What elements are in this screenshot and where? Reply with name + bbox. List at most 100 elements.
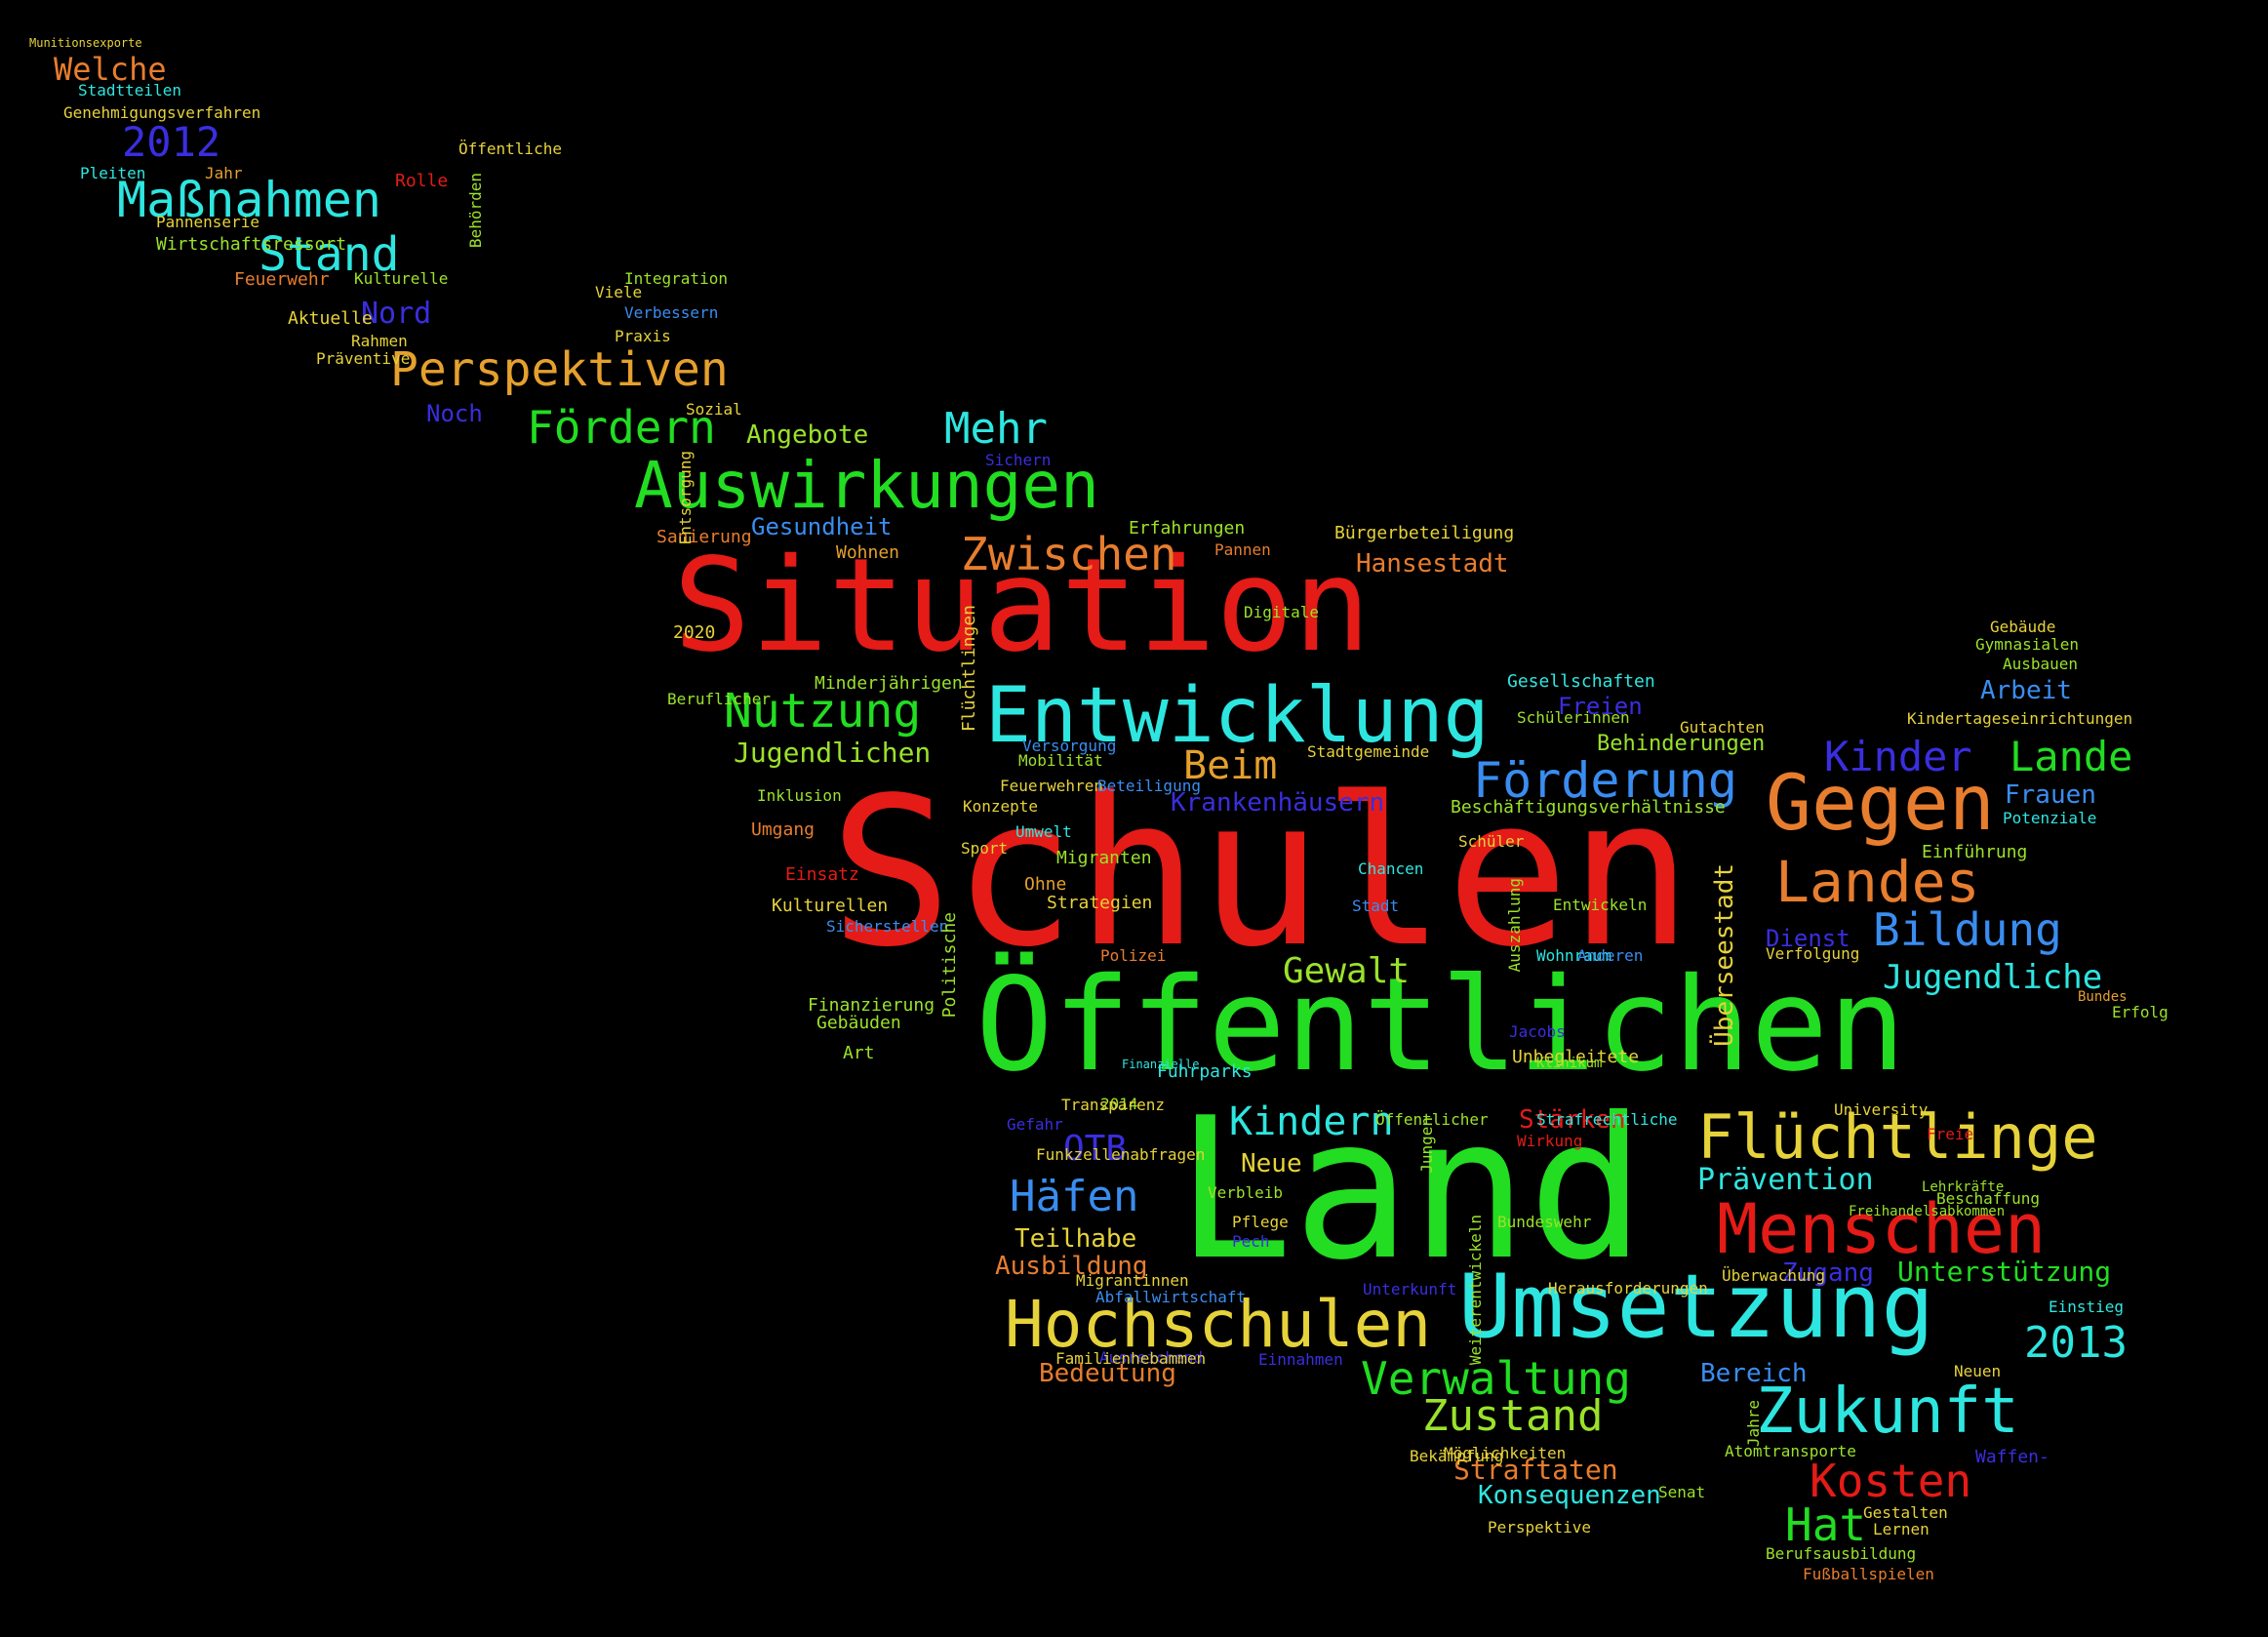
word-gestalten: Gestalten bbox=[1863, 1503, 1948, 1522]
word-einnahmen: Einnahmen bbox=[1258, 1350, 1343, 1369]
word-wohnen: Wohnen bbox=[836, 542, 900, 563]
word-beschaffung: Beschaffung bbox=[1936, 1189, 2040, 1208]
word-unterstützung: Unterstützung bbox=[1897, 1256, 2112, 1288]
word-umwelt: Umwelt bbox=[1015, 822, 1072, 841]
word-teilhabe: Teilhabe bbox=[1015, 1224, 1137, 1254]
word-bildung: Bildung bbox=[1873, 903, 2062, 956]
word-unbegleitete: Unbegleitete bbox=[1512, 1047, 1640, 1067]
word-gutachten: Gutachten bbox=[1680, 718, 1765, 737]
word-stadtgemeinde: Stadtgemeinde bbox=[1307, 742, 1430, 761]
word-beteiligung: Beteiligung bbox=[1097, 777, 1201, 795]
word-auswirkungen: Auswirkungen bbox=[634, 448, 1099, 523]
word-lernen: Lernen bbox=[1873, 1520, 1930, 1538]
word-klinikum: Klinikum bbox=[1536, 1056, 1603, 1071]
word-überseestadt: Überseestadt bbox=[1710, 863, 1739, 1047]
word-sicherstellen: Sicherstellen bbox=[826, 917, 949, 936]
word-pleiten: Pleiten bbox=[80, 164, 146, 182]
word-sanierung: Sanierung bbox=[657, 527, 752, 547]
word-stand: Stand bbox=[259, 227, 400, 282]
word-welche: Welche bbox=[54, 51, 167, 88]
word-kindertageseinrichtungen: Kindertageseinrichtungen bbox=[1907, 709, 2133, 728]
word-ausbauen: Ausbauen bbox=[2003, 655, 2079, 673]
word-entwickeln: Entwickeln bbox=[1553, 896, 1648, 914]
word-migrantinnen: Migrantinnen bbox=[1076, 1271, 1189, 1290]
word-atomtransporte: Atomtransporte bbox=[1725, 1442, 1856, 1460]
word-behinderungen: Behinderungen bbox=[1597, 732, 1766, 756]
word-transparenz: Transparenz bbox=[1061, 1096, 1165, 1114]
word-ohne: Ohne bbox=[1024, 874, 1067, 895]
word-2020: 2020 bbox=[673, 622, 716, 643]
word-maßnahmen: Maßnahmen bbox=[117, 172, 381, 228]
word-freien: Freien bbox=[1558, 693, 1643, 720]
word-fördern: Fördern bbox=[527, 401, 716, 454]
word-schülerinnen: Schülerinnen bbox=[1517, 708, 1630, 727]
word-2014: 2014 bbox=[1100, 1095, 1138, 1113]
word-straftaten: Straftaten bbox=[1453, 1454, 1618, 1486]
word-rahmen: Rahmen bbox=[351, 332, 408, 350]
word-minderjährigen: Minderjährigen bbox=[815, 673, 963, 694]
word-umgang: Umgang bbox=[751, 819, 816, 840]
word-digitale: Digitale bbox=[1244, 603, 1320, 621]
word-herausforderungen: Herausforderungen bbox=[1548, 1279, 1708, 1298]
word-perspektiven: Perspektiven bbox=[390, 342, 729, 397]
word-menschen: Menschen bbox=[1717, 1189, 2047, 1269]
word-gesundheit: Gesundheit bbox=[751, 513, 893, 540]
word-hansestadt: Hansestadt bbox=[1356, 549, 1509, 579]
word-mehr: Mehr bbox=[944, 404, 1048, 454]
word-gymnasialen: Gymnasialen bbox=[1975, 635, 2079, 654]
word-konsequenzen: Konsequenzen bbox=[1478, 1481, 1661, 1510]
word-finanzierung: Finanzierung bbox=[808, 995, 935, 1016]
word-versorgung: Versorgung bbox=[1022, 737, 1117, 755]
word-kosten: Kosten bbox=[1810, 1455, 1972, 1507]
word-umsetzung: Umsetzung bbox=[1458, 1256, 1934, 1358]
word-angebote: Angebote bbox=[746, 420, 869, 450]
word-beschäftigungsverhältnisse: Beschäftigungsverhältnisse bbox=[1451, 797, 1726, 818]
word-waffen: Waffen- bbox=[1975, 1447, 2049, 1467]
word-aktuelle: Aktuelle bbox=[288, 308, 373, 329]
word-potenziale: Potenziale bbox=[2003, 809, 2097, 827]
word-stadt: Stadt bbox=[1352, 897, 1400, 915]
word-kinder: Kinder bbox=[1824, 733, 1972, 780]
word-präventive: Präventive bbox=[316, 349, 411, 368]
word-gebäude: Gebäude bbox=[1990, 618, 2056, 636]
word-bundeswehr: Bundeswehr bbox=[1497, 1213, 1592, 1231]
word-wirkung: Wirkung bbox=[1517, 1132, 1583, 1150]
word-jugendlichen: Jugendlichen bbox=[734, 737, 932, 769]
word-einführung: Einführung bbox=[1922, 842, 2028, 862]
word-krankenhäusern: Krankenhäusern bbox=[1171, 788, 1385, 818]
word-mobilität: Mobilität bbox=[1018, 751, 1103, 770]
word-entsorgung: Entsorgung bbox=[676, 451, 695, 545]
word-frauen: Frauen bbox=[2005, 780, 2096, 810]
word-polizei: Polizei bbox=[1100, 946, 1167, 965]
word-pannen: Pannen bbox=[1214, 540, 1271, 559]
word-zugang: Zugang bbox=[1782, 1258, 1874, 1288]
word-verbessern: Verbessern bbox=[624, 303, 719, 322]
word-situation: Situation bbox=[673, 531, 1372, 681]
word-flüchtlinge: Flüchtlinge bbox=[1697, 1101, 2098, 1173]
word-entwicklung: Entwicklung bbox=[985, 672, 1490, 760]
word-viele: Viele bbox=[595, 283, 643, 301]
word-öffentlichen: Öffentlichen bbox=[975, 950, 1906, 1100]
word-verbleib: Verbleib bbox=[1208, 1183, 1284, 1202]
word-beim: Beim bbox=[1183, 743, 1278, 788]
word-einsatz: Einsatz bbox=[785, 864, 859, 885]
word-bundes: Bundes bbox=[2078, 989, 2128, 1005]
word-senat: Senat bbox=[1658, 1483, 1706, 1501]
word-pannenserie: Pannenserie bbox=[156, 213, 259, 231]
word-jugendliche: Jugendliche bbox=[1883, 958, 2103, 997]
word-ausreichend: Ausreichend bbox=[1099, 1348, 1203, 1367]
word-migranten: Migranten bbox=[1056, 848, 1152, 868]
word-freie: Freie bbox=[1927, 1125, 1974, 1143]
word-strafrechtliche: Strafrechtliche bbox=[1536, 1110, 1678, 1129]
word-freihandelsabkommen: Freihandelsabkommen bbox=[1849, 1204, 2006, 1219]
word-arbeit: Arbeit bbox=[1980, 676, 2072, 705]
word-lande: Lande bbox=[2009, 733, 2133, 780]
word-behörden: Behörden bbox=[466, 173, 485, 249]
word-praxis: Praxis bbox=[615, 327, 671, 345]
word-finanzielle: Finanzielle bbox=[1122, 1058, 1200, 1071]
word-berufsausbildung: Berufsausbildung bbox=[1766, 1544, 1917, 1563]
word-art: Art bbox=[843, 1043, 875, 1063]
word-genehmigungsverfahren: Genehmigungsverfahren bbox=[63, 103, 261, 122]
word-land: Land bbox=[1175, 1076, 1646, 1303]
word-bürgerbeteiligung: Bürgerbeteiligung bbox=[1334, 523, 1515, 543]
